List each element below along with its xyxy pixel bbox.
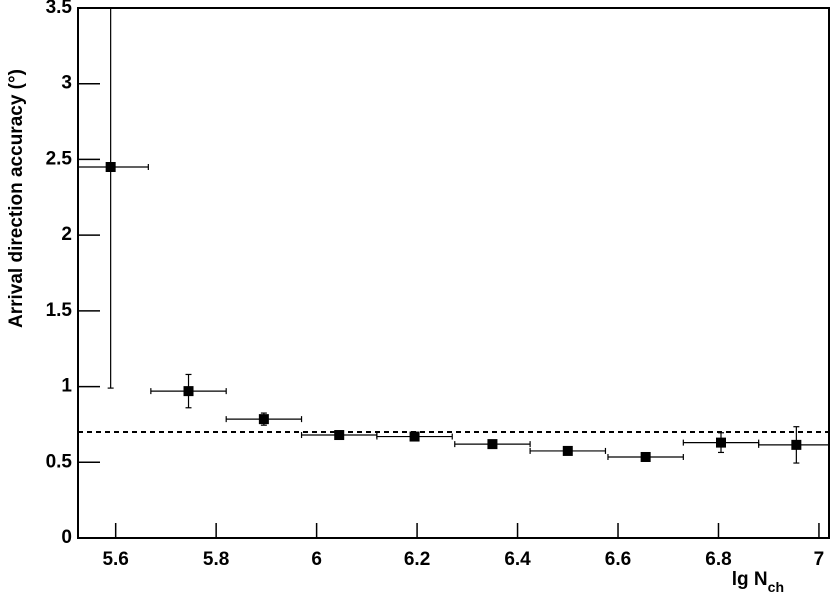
x-tick-label: 5.6 [102, 549, 128, 570]
x-tick-label: 7 [814, 549, 825, 570]
y-tick-label: 3 [61, 73, 72, 94]
y-tick-label: 2 [61, 224, 72, 245]
x-tick-label: 6 [311, 549, 322, 570]
y-tick-label: 2.5 [46, 148, 73, 169]
x-tick-label: 6.4 [504, 549, 531, 570]
y-axis-label: Arrival direction accuracy (°) [6, 69, 27, 328]
marker [258, 414, 269, 425]
marker [562, 445, 573, 456]
x-tick-label: 6.8 [705, 549, 731, 570]
plot-frame [77, 7, 830, 539]
x-label-main: lg N [732, 569, 768, 590]
plot-area [78, 8, 829, 464]
x-axis-label: lg Nch [732, 569, 784, 595]
marker [791, 439, 802, 450]
x-tick-label: 6.2 [404, 549, 430, 570]
x-tick-label: 6.6 [605, 549, 631, 570]
y-tick-label: 1.5 [46, 300, 73, 321]
x-tick-label: 5.8 [203, 549, 229, 570]
y-tick-label: 0.5 [46, 451, 73, 472]
x-label-sub: ch [768, 579, 784, 595]
y-tick-label: 1 [61, 376, 72, 397]
marker [640, 451, 651, 462]
marker [334, 430, 345, 441]
marker [409, 431, 420, 442]
y-tick-label: 3.5 [46, 0, 73, 18]
marker [487, 439, 498, 450]
marker [715, 437, 726, 448]
y-tick-label: 0 [61, 527, 72, 548]
marker [183, 386, 194, 397]
marker [105, 162, 116, 172]
